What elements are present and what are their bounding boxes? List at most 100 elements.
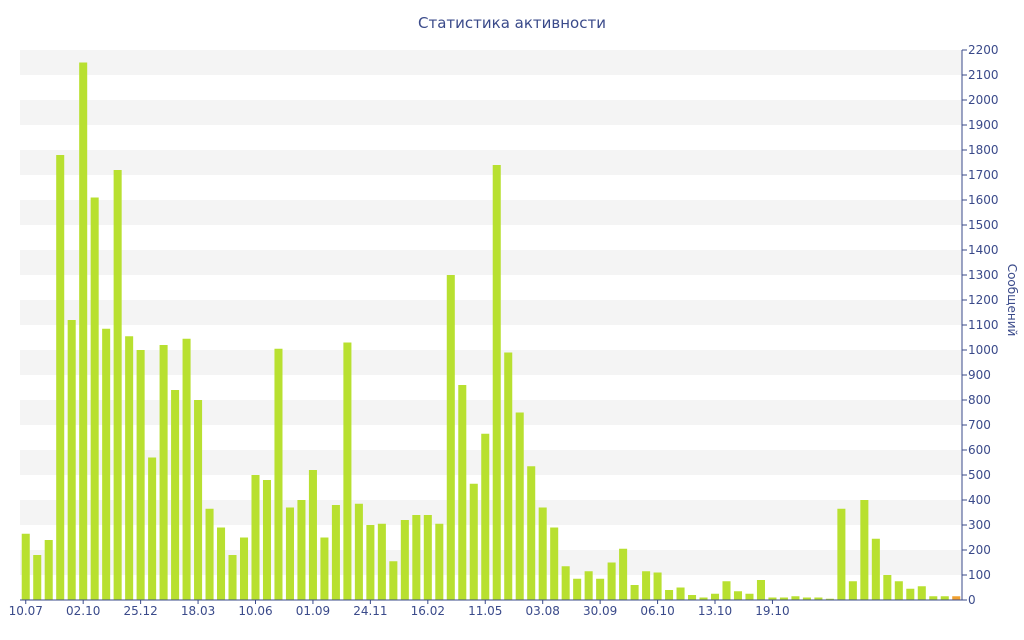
y-tick-label: 100 [968, 568, 991, 582]
y-tick-label: 400 [968, 493, 991, 507]
grid-band [20, 50, 962, 75]
y-tick-label: 900 [968, 368, 991, 382]
x-tick-label: 19.10 [755, 604, 789, 618]
bar [779, 597, 788, 600]
bar [481, 433, 490, 600]
bar [251, 475, 260, 600]
grid-band [20, 350, 962, 375]
bar [814, 597, 823, 600]
bar [56, 155, 65, 600]
bar [538, 507, 547, 600]
bar [400, 520, 409, 600]
x-tick-label: 02.10 [66, 604, 100, 618]
bar [584, 571, 593, 600]
x-tick-label: 03.08 [526, 604, 560, 618]
bar [320, 537, 329, 600]
bar [412, 515, 421, 600]
bar [825, 598, 834, 600]
bar [653, 572, 662, 600]
bar [745, 593, 754, 600]
bar [929, 596, 938, 600]
bar [446, 275, 455, 600]
bar [860, 500, 869, 600]
grid-band [20, 150, 962, 175]
y-tick-label: 1000 [968, 343, 999, 357]
bar [492, 165, 501, 600]
y-tick-label: 1800 [968, 143, 999, 157]
bar [952, 596, 961, 600]
y-tick-label: 1300 [968, 268, 999, 282]
bar [607, 562, 616, 600]
bar [791, 596, 800, 600]
bar [527, 466, 536, 600]
bar [883, 575, 892, 600]
bar [285, 507, 294, 600]
bar [182, 338, 191, 600]
bar [802, 597, 811, 600]
bar [389, 561, 398, 600]
y-tick-label: 1600 [968, 193, 999, 207]
x-tick-label: 24.11 [353, 604, 387, 618]
bar [79, 62, 88, 600]
bar [504, 352, 513, 600]
bar [44, 540, 53, 600]
grid-band [20, 250, 962, 275]
bar [722, 581, 731, 600]
y-tick-label: 1700 [968, 168, 999, 182]
bar [699, 597, 708, 600]
bar [894, 581, 903, 600]
bar [630, 585, 639, 600]
x-tick-label: 13.10 [698, 604, 732, 618]
bar [710, 593, 720, 600]
grid-band [20, 100, 962, 125]
bar [848, 581, 857, 600]
bar [423, 515, 432, 600]
bar [274, 348, 283, 600]
x-tick-label: 10.06 [238, 604, 272, 618]
bar [171, 390, 180, 600]
bar [688, 595, 697, 600]
bar [733, 591, 743, 600]
bar [917, 586, 926, 600]
bar [33, 555, 42, 600]
bar [940, 596, 949, 600]
y-tick-label: 2200 [968, 43, 999, 57]
y-tick-label: 500 [968, 468, 991, 482]
bar [21, 533, 30, 600]
bar [837, 508, 846, 600]
bar [67, 320, 76, 600]
chart-title: Статистика активности [418, 14, 606, 32]
bar [343, 342, 352, 600]
bar [113, 170, 122, 600]
bar [159, 345, 168, 600]
bar [596, 578, 605, 600]
y-tick-label: 2000 [968, 93, 999, 107]
y-tick-label: 1100 [968, 318, 999, 332]
y-tick-label: 2100 [968, 68, 999, 82]
bar [228, 555, 237, 600]
y-tick-label: 1900 [968, 118, 999, 132]
grid-band [20, 200, 962, 225]
bar [217, 527, 226, 600]
bar [125, 336, 134, 600]
bar [136, 350, 145, 600]
bar [871, 538, 880, 600]
y-tick-label: 0 [968, 593, 976, 607]
bar [435, 523, 444, 600]
x-tick-label: 25.12 [123, 604, 157, 618]
bar [619, 548, 628, 600]
bar [308, 470, 317, 600]
x-tick-label: 30.09 [583, 604, 617, 618]
bar [458, 385, 467, 600]
x-tick-label: 16.02 [411, 604, 445, 618]
x-tick-label: 01.09 [296, 604, 330, 618]
bar [366, 525, 375, 600]
bar [377, 523, 386, 600]
bar [102, 328, 111, 600]
y-tick-label: 800 [968, 393, 991, 407]
y-tick-label: 1400 [968, 243, 999, 257]
grid-band [20, 300, 962, 325]
bar [90, 197, 99, 600]
x-tick-label: 11.05 [468, 604, 502, 618]
